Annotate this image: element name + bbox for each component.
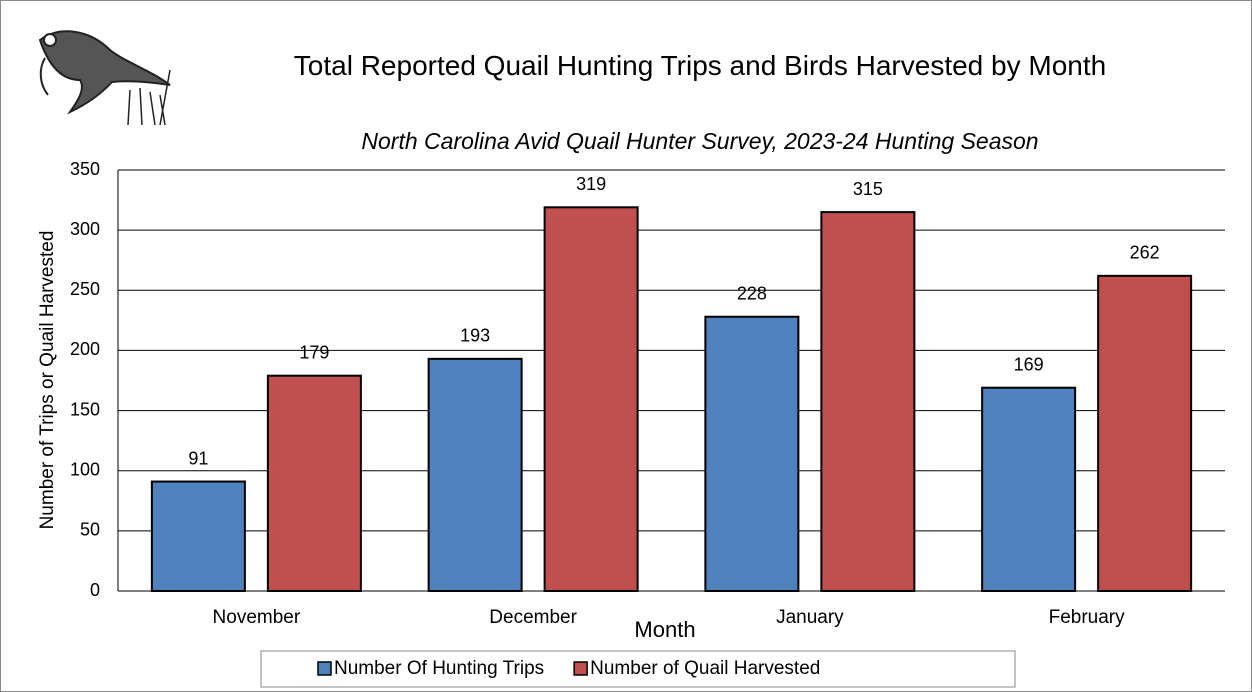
data-label: 179 xyxy=(299,342,329,362)
data-label: 169 xyxy=(1014,354,1044,374)
data-label: 315 xyxy=(853,179,883,199)
y-tick-label: 0 xyxy=(90,580,100,600)
bar xyxy=(150,480,246,593)
bar xyxy=(981,386,1077,592)
x-axis-title: Month xyxy=(634,617,695,642)
y-tick-label: 300 xyxy=(70,219,100,239)
y-tick-label: 150 xyxy=(70,399,100,419)
legend-box xyxy=(260,650,1016,688)
data-label: 319 xyxy=(576,174,606,194)
quail-logo xyxy=(38,30,171,126)
bar xyxy=(427,357,523,592)
bar xyxy=(704,315,800,592)
y-tick-label: 200 xyxy=(70,339,100,359)
x-tick-label: January xyxy=(776,607,844,628)
bar xyxy=(1097,274,1193,592)
x-tick-label: February xyxy=(1049,607,1126,628)
y-axis-title: Number of Trips or Quail Harvested xyxy=(37,231,58,530)
legend-swatch xyxy=(317,661,332,676)
chart-title: Total Reported Quail Hunting Trips and B… xyxy=(293,50,1107,81)
bar xyxy=(266,374,362,592)
legend-swatch xyxy=(573,661,588,676)
legend-label: Number of Quail Harvested xyxy=(590,658,820,679)
y-tick-label: 50 xyxy=(80,520,100,540)
x-tick-label: December xyxy=(489,607,577,628)
y-tick-label: 250 xyxy=(70,279,100,299)
bar xyxy=(820,211,916,592)
bar xyxy=(543,206,639,592)
chart-subtitle: North Carolina Avid Quail Hunter Survey,… xyxy=(361,128,1039,154)
data-label: 228 xyxy=(737,283,767,303)
data-label: 262 xyxy=(1130,243,1160,263)
data-label: 193 xyxy=(460,326,490,346)
legend-label: Number Of Hunting Trips xyxy=(334,658,544,679)
y-tick-label: 350 xyxy=(70,159,100,179)
y-tick-label: 100 xyxy=(70,459,100,479)
x-tick-label: November xyxy=(213,607,301,628)
data-label: 91 xyxy=(188,448,208,468)
